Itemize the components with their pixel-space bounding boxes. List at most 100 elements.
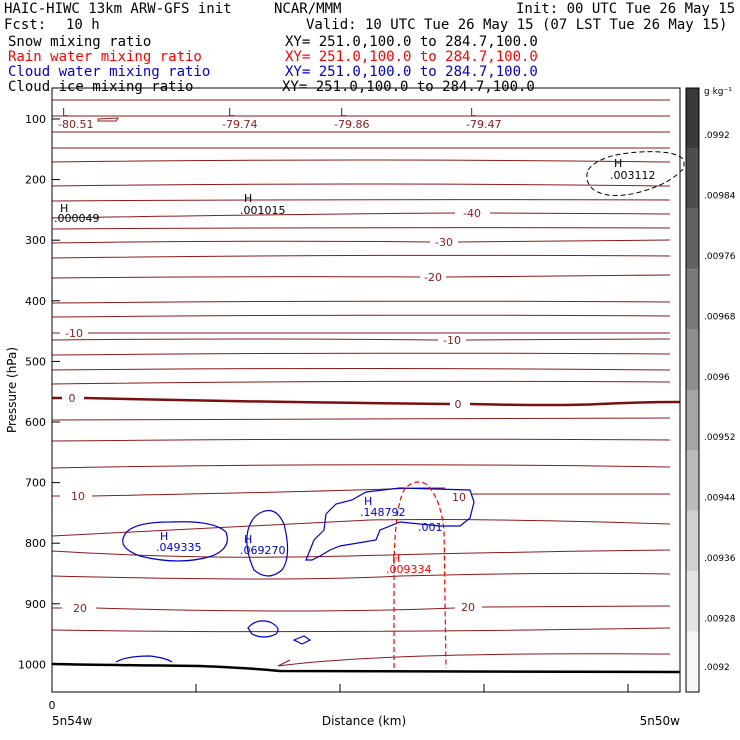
isotherm-line bbox=[51, 572, 671, 580]
colorbar-level: .00928 bbox=[704, 614, 736, 624]
isotherm-label: 10 bbox=[71, 490, 85, 503]
min-mark: L bbox=[62, 106, 69, 119]
field-cloudwater-name: Cloud water mixing ratio bbox=[8, 64, 211, 80]
min-mark: L bbox=[470, 106, 477, 119]
isotherm-line bbox=[51, 380, 671, 385]
colorbar-level: .00936 bbox=[704, 554, 736, 564]
field-cloudwater-xy: XY= 251.0,100.0 to 284.7,100.0 bbox=[285, 64, 538, 80]
colorbar-swatch bbox=[686, 148, 699, 209]
y-tick-label: 500 bbox=[25, 355, 46, 368]
plot-frame bbox=[51, 87, 681, 693]
colorbar-level: .00968 bbox=[704, 312, 736, 322]
colorbar: .0992 .00984 .00976 .00968 .0096 .00952 .00944… bbox=[685, 87, 736, 693]
organization-label: NCAR/MMM bbox=[274, 1, 342, 17]
field-cloudice-xy: XY= 251.0,100.0 to 284.7,100.0 bbox=[282, 79, 535, 95]
isotherm-line bbox=[51, 300, 671, 304]
min-value: -79.86 bbox=[334, 118, 369, 131]
max-mark: H bbox=[244, 192, 252, 205]
max-value: .000049 bbox=[54, 212, 100, 225]
y-tick-label: 300 bbox=[25, 234, 46, 247]
isotherm-label: 0 bbox=[69, 392, 76, 405]
isotherm-label: -30 bbox=[435, 236, 453, 249]
x-end-label: 5n50w bbox=[640, 714, 681, 728]
isotherm-label: 20 bbox=[73, 602, 87, 615]
isotherm-line bbox=[51, 352, 671, 356]
colorbar-level: .00984 bbox=[704, 192, 736, 202]
cw-max-value: .049335 bbox=[156, 541, 202, 554]
colorbar-level: .0992 bbox=[704, 131, 730, 141]
cloud-water-contours bbox=[115, 487, 475, 663]
x-tick-zero: 0 bbox=[49, 699, 56, 712]
isotherm-line bbox=[51, 519, 671, 537]
x-axis-title: Distance (km) bbox=[322, 714, 406, 728]
max-mark: H bbox=[614, 157, 622, 170]
rain-water-contour bbox=[393, 481, 447, 669]
cloud-water-cell bbox=[247, 620, 279, 638]
isotherm-line bbox=[51, 274, 671, 279]
max-mark: H bbox=[60, 202, 68, 215]
isotherm-line bbox=[51, 227, 671, 230]
min-value: -79.74 bbox=[222, 118, 257, 131]
isotherm-line bbox=[52, 605, 671, 612]
y-tick-label: 800 bbox=[25, 537, 46, 550]
rain-max-value: .009334 bbox=[386, 563, 432, 576]
colorbar-swatch bbox=[686, 510, 699, 572]
isotherm-line bbox=[51, 464, 671, 469]
valid-time: Valid: 10 UTC Tue 26 May 15 (07 LST Tue … bbox=[306, 17, 728, 33]
colorbar-level: .0096 bbox=[704, 373, 730, 383]
rain-labels: H .009334 bbox=[386, 552, 432, 576]
colorbar-swatch bbox=[686, 631, 699, 692]
cloud-water-cell bbox=[122, 521, 228, 562]
isotherm-label: -10 bbox=[443, 334, 461, 347]
colorbar-swatch bbox=[686, 88, 699, 149]
isotherm-label: -20 bbox=[424, 271, 442, 284]
isotherm-line bbox=[51, 438, 671, 442]
cw-max-mark: H bbox=[244, 533, 252, 546]
colorbar-unit: g kg⁻¹ bbox=[704, 87, 732, 97]
cloud-water-cell bbox=[246, 509, 289, 577]
field-rain-name: Rain water mixing ratio bbox=[8, 49, 202, 65]
isotherm-label: 0 bbox=[455, 398, 462, 411]
isotherm-label: -10 bbox=[65, 327, 83, 340]
min-mark: L bbox=[228, 106, 235, 119]
cloud-water-cell bbox=[115, 655, 173, 663]
snow-mixing-contour bbox=[586, 151, 685, 196]
colorbar-swatch bbox=[686, 571, 699, 632]
isotherm-line bbox=[51, 199, 671, 202]
cloud-water-labels: H .049335 H .069270 H .148792 .001 bbox=[156, 495, 443, 557]
isotherm-line bbox=[51, 368, 671, 371]
colorbar-swatch bbox=[686, 329, 699, 390]
isotherm-line bbox=[51, 254, 671, 259]
forecast-hours: 10 h bbox=[66, 17, 100, 33]
low-contour-blob bbox=[97, 117, 119, 122]
isotherm-line bbox=[51, 314, 671, 318]
isotherm-line bbox=[51, 212, 671, 219]
min-value: -80.51 bbox=[58, 118, 93, 131]
colorbar-swatch bbox=[686, 208, 699, 270]
snow-max-labels: H .000049 H .001015 H .003112 bbox=[54, 157, 656, 225]
init-time: Init: 00 UTC Tue 26 May 15 bbox=[516, 1, 736, 17]
temperature-labels: -40 -30 -20 -10 -10 0 0 10 10 20 20 bbox=[65, 207, 481, 615]
colorbar-level: .00944 bbox=[704, 494, 736, 504]
x-start-label: 5n54w bbox=[52, 714, 93, 728]
isotherm-line bbox=[51, 159, 671, 163]
field-snow-name: Snow mixing ratio bbox=[8, 34, 152, 50]
isotherm-line bbox=[51, 417, 671, 421]
y-tick-label: 1000 bbox=[18, 658, 46, 671]
model-title: HAIC-HIWC 13km ARW-GFS init bbox=[4, 1, 232, 17]
colorbar-level: .00952 bbox=[704, 433, 736, 443]
cw-max-value: .069270 bbox=[240, 544, 286, 557]
field-rain-xy: XY= 251.0,100.0 to 284.7,100.0 bbox=[285, 49, 538, 65]
y-tick-label: 100 bbox=[25, 113, 46, 126]
colorbar-frame bbox=[685, 87, 700, 693]
cw-max-mark: H bbox=[160, 530, 168, 543]
freezing-level-contour bbox=[52, 396, 681, 407]
forecast-label: Fcst: bbox=[4, 17, 47, 33]
isotherm-label: -40 bbox=[463, 207, 481, 220]
y-tick-label: 700 bbox=[25, 477, 46, 490]
colorbar-swatch bbox=[686, 390, 699, 451]
cloud-water-cell bbox=[292, 635, 312, 645]
colorbar-level: .00976 bbox=[704, 252, 736, 262]
field-snow-xy: XY= 251.0,100.0 to 284.7,100.0 bbox=[285, 34, 538, 50]
